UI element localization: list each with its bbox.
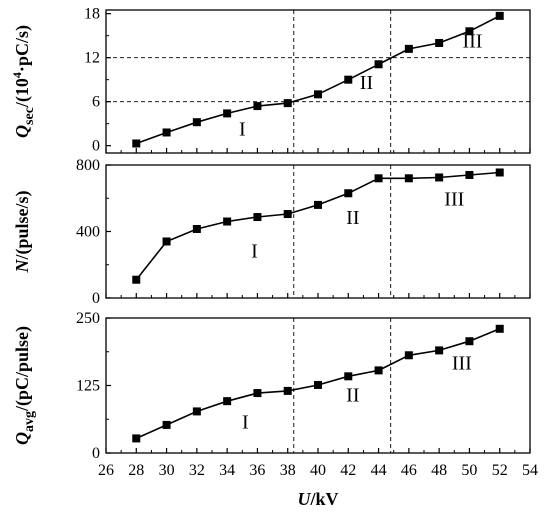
data-point (344, 75, 353, 84)
region-label: III (444, 189, 464, 211)
x-tick-label: 30 (159, 462, 175, 479)
x-tick-label: 28 (128, 462, 144, 479)
data-point (404, 44, 413, 53)
data-point (314, 380, 322, 389)
y-label-text: /(10 (12, 78, 33, 108)
x-tick-label: 32 (189, 462, 205, 479)
x-tick-label: 38 (280, 462, 296, 479)
y-label-text: /(pulse/s) (12, 190, 33, 260)
data-point (253, 213, 262, 222)
y-label-subscript: avg (22, 411, 37, 432)
data-point (435, 346, 444, 355)
region-label: III (452, 352, 472, 374)
region-label: I (239, 118, 246, 140)
data-point (344, 372, 353, 381)
data-point (283, 386, 292, 395)
data-point (223, 397, 232, 406)
data-point (374, 174, 383, 183)
data-point (495, 168, 504, 177)
y-tick-label: 125 (76, 378, 100, 395)
x-label-symbol: U (297, 489, 311, 509)
x-tick-label: 46 (401, 462, 417, 479)
y-tick-label: 250 (76, 310, 100, 327)
data-point (435, 173, 444, 182)
data-point (495, 324, 504, 333)
x-tick-label: 44 (371, 462, 387, 479)
data-point (132, 275, 141, 284)
region-label: II (360, 72, 373, 94)
y-tick-label: 0 (92, 138, 100, 155)
x-tick-label: 34 (219, 462, 235, 479)
data-point (495, 11, 504, 20)
data-point (344, 189, 353, 198)
x-tick-label: 50 (461, 462, 477, 479)
x-tick-label: 54 (522, 462, 538, 479)
data-point (253, 389, 262, 398)
data-point (162, 420, 171, 429)
region-label: I (251, 240, 258, 262)
data-point (192, 225, 201, 234)
x-axis-label: U/kV (297, 489, 338, 509)
data-point (192, 118, 201, 127)
x-tick-label: 26 (98, 462, 114, 479)
data-point (374, 366, 383, 375)
y-label-tail: ·pC/s) (12, 25, 33, 72)
y-tick-label: 400 (76, 224, 100, 241)
y-label-superscript: 4 (10, 72, 24, 78)
y-tick-label: 12 (84, 50, 100, 67)
region-label: II (346, 385, 359, 407)
y-label-text: /(pC/pulse) (12, 326, 33, 412)
region-label: I (242, 412, 249, 434)
region-label: II (346, 207, 359, 229)
data-point (192, 407, 201, 416)
y-tick-label: 6 (92, 94, 100, 111)
data-point (374, 60, 383, 69)
data-point (132, 139, 141, 148)
y-axis-label: N/(pulse/s) (12, 190, 33, 273)
y-label-subscript: sec (22, 107, 37, 125)
y-axis-label: Qavg/(pC/pulse) (12, 326, 37, 445)
data-point (314, 200, 322, 209)
data-point (253, 102, 262, 111)
x-tick-label: 40 (310, 462, 326, 479)
data-point (283, 210, 292, 219)
x-tick-label: 42 (340, 462, 356, 479)
data-point (283, 99, 292, 108)
plot-frame (105, 164, 531, 299)
data-point (465, 337, 474, 346)
x-label-unit: /kV (309, 489, 338, 509)
x-axis: 26 28 30 32 34 36 38 40 42 44 46 48 50 52 54 U/kV (98, 462, 538, 509)
data-point (132, 434, 141, 443)
x-tick-label: 36 (249, 462, 265, 479)
data-point (223, 109, 232, 118)
y-tick-label: 0 (92, 445, 100, 462)
data-point (435, 39, 444, 47)
y-tick-label: 800 (76, 157, 100, 174)
data-point (223, 217, 232, 226)
data-point (404, 174, 413, 183)
region-label: III (462, 30, 482, 52)
y-tick-label: 0 (92, 290, 100, 307)
y-tick-label: 18 (84, 6, 100, 23)
data-point (404, 351, 413, 360)
y-label-symbol: Q (12, 125, 32, 138)
x-tick-label: 48 (431, 462, 447, 479)
y-axis-label: Qsec/(104·pC/s) (10, 25, 37, 138)
data-point (465, 170, 474, 179)
data-point (465, 27, 474, 36)
y-label-symbol: N (12, 259, 32, 274)
data-point (162, 237, 171, 246)
y-label-symbol: Q (12, 432, 32, 445)
data-point (162, 128, 171, 137)
series-line (136, 15, 501, 145)
x-tick-label: 52 (492, 462, 508, 479)
data-point (314, 90, 322, 99)
